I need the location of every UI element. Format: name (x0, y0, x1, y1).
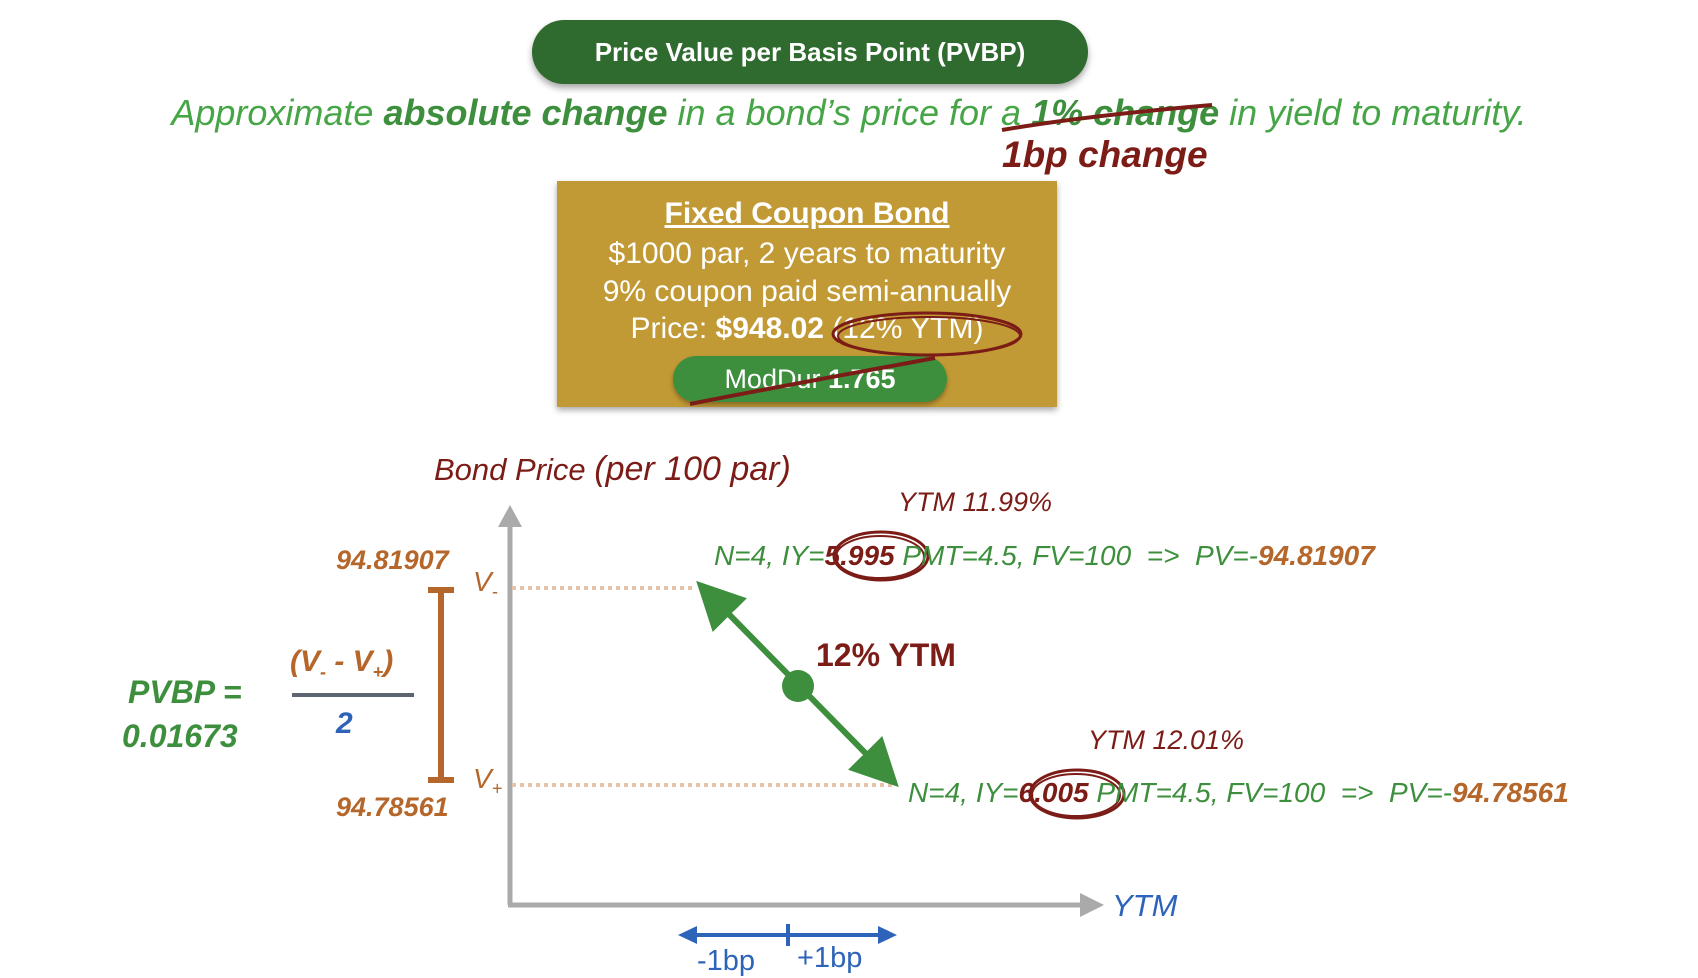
definition-sentence: Approximate absolute change in a bond’s … (0, 92, 1698, 134)
iy-lower-circle-mark (1028, 768, 1126, 820)
moddur-strike-mark (689, 356, 936, 406)
lower-calc-prefix: N=4, IY= (908, 777, 1019, 808)
bond-line-1: $1000 par, 2 years to maturity (608, 237, 1006, 270)
definition-part-3: in yield to maturity. (1219, 92, 1527, 133)
upper-calc-suffix: PMT=4.5, FV=100 => PV=- (894, 540, 1259, 571)
v-minus-value: 94.81907 (336, 545, 449, 575)
numerator-close: ) (383, 645, 394, 678)
minus-bp-label: -1bp (697, 945, 756, 977)
numerator-open: (V (290, 645, 320, 678)
v-minus-label: V- (473, 566, 498, 603)
upper-iy-value: 5.995 (824, 540, 895, 571)
bond-title: Fixed Coupon Bond (664, 197, 950, 230)
mod-dur-pill: ModDur 1.765 (673, 356, 947, 402)
formula-denominator: 2 (336, 707, 353, 740)
y-axis-label: Bond Price (per 100 par) (434, 450, 791, 489)
bond-line-2: 9% coupon paid semi-annually (602, 275, 1012, 308)
v-plus-value: 94.78561 (336, 792, 449, 822)
y-axis-arrowhead (498, 505, 522, 527)
v-plus-sub: + (491, 778, 503, 799)
lower-pv-value: 94.78561 (1452, 777, 1569, 808)
definition-part-1: Approximate (171, 92, 384, 133)
bond-price-line: Price: $948.02 (12% YTM) (557, 312, 1057, 346)
current-point-dot (782, 670, 814, 702)
price-label: Price: (630, 312, 708, 345)
v-plus-letter: V (473, 763, 492, 794)
upper-pv-value: 94.81907 (1258, 540, 1375, 571)
definition-part-2: in a bond’s price for a (667, 92, 1032, 133)
lower-calc-suffix: PMT=4.5, FV=100 => PV=- (1088, 777, 1453, 808)
x-axis-label: YTM (1112, 888, 1178, 923)
lower-calculation: N=4, IY=6.005 PMT=4.5, FV=100 => PV=-94.… (908, 777, 1569, 809)
lower-ytm-label: YTM 12.01% (1088, 725, 1245, 755)
lower-iy-value: 6.005 (1018, 777, 1089, 808)
pvbp-value: 0.01673 (122, 718, 238, 754)
v-minus-letter: V (473, 566, 492, 597)
numerator-mid: - V (326, 645, 373, 678)
plus-bp-label: +1bp (797, 942, 863, 974)
upper-calculation: N=4, IY=5.995 PMT=4.5, FV=100 => PV=-94.… (714, 540, 1375, 572)
formula-numerator: (V- - V+) (290, 645, 393, 683)
v-plus-label: V+ (473, 763, 502, 800)
x-axis-arrowhead (1080, 893, 1104, 917)
strike-mark (1001, 103, 1213, 132)
replacement-text: 1bp change (1002, 134, 1208, 175)
bond-info-card: Fixed Coupon Bond $1000 par, 2 years to … (557, 181, 1057, 407)
iy-upper-circle-mark (832, 530, 930, 582)
price-value: $948.02 (715, 312, 824, 345)
center-ytm-label: 12% YTM (816, 637, 956, 673)
upper-ytm-label: YTM 11.99% (898, 487, 1053, 517)
pvbp-label: PVBP = (128, 674, 242, 710)
v-minus-sub: - (491, 581, 498, 602)
definition-emphasis: absolute change (383, 92, 668, 133)
page-title: Price Value per Basis Point (PVBP) (532, 20, 1088, 84)
y-axis-title: Bond Price (434, 452, 586, 487)
numerator-sub-minus: - (320, 662, 326, 682)
numerator-sub-plus: + (372, 662, 384, 682)
y-axis-unit: (per 100 par) (594, 450, 791, 488)
upper-calc-prefix: N=4, IY= (714, 540, 825, 571)
